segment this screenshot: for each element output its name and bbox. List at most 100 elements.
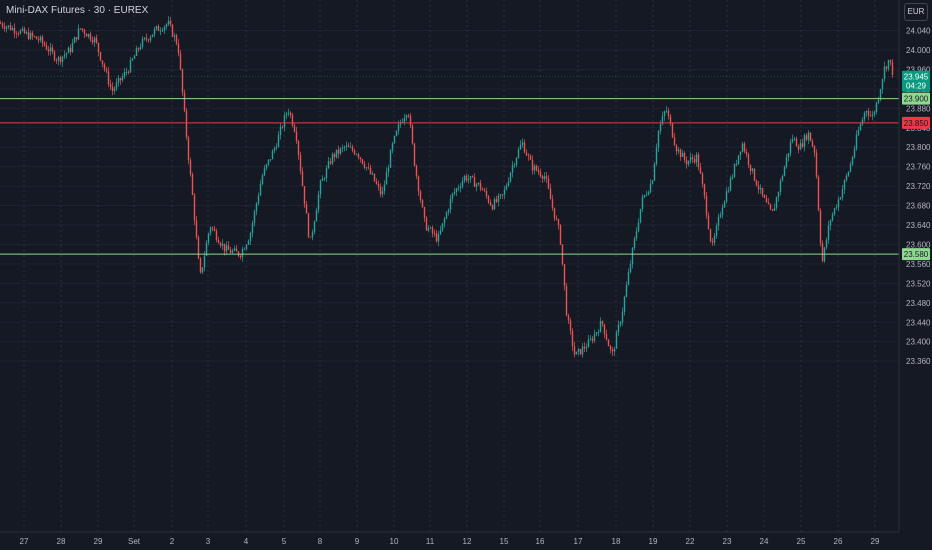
candle-body bbox=[491, 205, 494, 210]
currency-button[interactable]: EUR bbox=[904, 3, 928, 21]
candle-body bbox=[101, 60, 104, 65]
x-tick-label: 8 bbox=[318, 537, 323, 546]
candle-body bbox=[771, 209, 774, 211]
candle-body bbox=[429, 227, 432, 229]
candle-body bbox=[691, 157, 694, 160]
candle-body bbox=[363, 163, 366, 168]
candle-body bbox=[171, 24, 174, 37]
candle-body bbox=[555, 218, 558, 220]
candle-body bbox=[803, 135, 806, 147]
candle-body bbox=[867, 111, 870, 116]
candle-body bbox=[411, 125, 414, 144]
candle-body bbox=[65, 53, 68, 55]
candle-body bbox=[817, 176, 820, 211]
x-tick-label: Set bbox=[128, 537, 141, 546]
candle-body bbox=[801, 143, 804, 147]
candle-body bbox=[95, 37, 98, 43]
candle-body bbox=[297, 141, 300, 156]
candle-body bbox=[501, 194, 504, 196]
candle-body bbox=[119, 78, 122, 81]
price-axis[interactable]: 24.04024.00023.96023.92023.88023.84023.8… bbox=[906, 27, 931, 367]
candle-body bbox=[229, 249, 232, 253]
candle-body bbox=[189, 160, 192, 175]
x-tick-label: 23 bbox=[723, 537, 732, 546]
x-tick-label: 24 bbox=[760, 537, 769, 546]
candle-body bbox=[73, 37, 76, 44]
candle-body bbox=[263, 168, 266, 176]
candle-body bbox=[871, 114, 874, 117]
candle-body bbox=[477, 182, 480, 185]
y-tick-label: 23.960 bbox=[906, 65, 931, 74]
candle-body bbox=[781, 176, 784, 181]
candle-body bbox=[43, 42, 46, 46]
candle-body bbox=[735, 164, 738, 165]
candle-body bbox=[215, 230, 218, 240]
candle-body bbox=[853, 148, 856, 158]
horizontal-levels bbox=[0, 76, 899, 255]
candle-body bbox=[0, 23, 2, 25]
candle-body bbox=[621, 311, 624, 323]
y-tick-label: 23.880 bbox=[906, 104, 931, 113]
candle-body bbox=[81, 28, 84, 31]
candle-body bbox=[59, 57, 62, 62]
candle-body bbox=[379, 186, 382, 195]
candle-body bbox=[275, 146, 278, 149]
candle-body bbox=[521, 142, 524, 145]
x-tick-label: 19 bbox=[649, 537, 658, 546]
symbol-title[interactable]: Mini-DAX Futures · 30 · EUREX bbox=[6, 5, 149, 16]
candle-body bbox=[305, 204, 308, 214]
candle-body bbox=[459, 186, 462, 188]
candle-body bbox=[467, 178, 470, 181]
candle-body bbox=[635, 231, 638, 239]
x-tick-label: 4 bbox=[244, 537, 249, 546]
candle-body bbox=[175, 35, 178, 44]
candle-body bbox=[751, 168, 754, 171]
candle-body bbox=[281, 126, 284, 128]
candle-body bbox=[31, 32, 34, 37]
candle-body bbox=[533, 165, 536, 171]
candle-body bbox=[185, 110, 188, 138]
level-price-badge bbox=[902, 248, 930, 261]
candle-body bbox=[721, 207, 724, 215]
candle-body bbox=[707, 215, 710, 230]
candle-body bbox=[333, 153, 336, 158]
candle-body bbox=[233, 248, 236, 251]
candle-body bbox=[283, 115, 286, 128]
candle-body bbox=[557, 219, 560, 226]
candle-body bbox=[843, 180, 846, 190]
candle-body bbox=[545, 176, 548, 179]
candle-body bbox=[423, 207, 426, 218]
candle-body bbox=[757, 185, 760, 190]
candle-body bbox=[573, 346, 576, 355]
candle-body bbox=[583, 346, 586, 349]
candle-body bbox=[451, 193, 454, 199]
candle-body bbox=[395, 130, 398, 136]
candle-body bbox=[603, 324, 606, 335]
x-tick-label: 15 bbox=[500, 537, 509, 546]
candle-body bbox=[401, 121, 404, 123]
candle-body bbox=[619, 322, 622, 325]
candle-body bbox=[769, 204, 772, 210]
candle-body bbox=[271, 150, 274, 160]
candle-body bbox=[601, 321, 604, 325]
candle-body bbox=[661, 116, 664, 125]
candle-body bbox=[575, 351, 578, 355]
candle-body bbox=[23, 28, 26, 34]
candle-body bbox=[881, 79, 884, 90]
candle-body bbox=[365, 167, 368, 169]
candle-body bbox=[35, 36, 38, 40]
candle-body bbox=[11, 27, 14, 30]
candle-body bbox=[527, 155, 530, 157]
candle-body bbox=[179, 53, 182, 70]
last-price-label: 23.945 bbox=[904, 73, 929, 82]
candle-body bbox=[313, 221, 316, 233]
candle-body bbox=[165, 24, 168, 27]
candle-body bbox=[541, 176, 544, 179]
candle-body bbox=[5, 26, 8, 29]
candle-body bbox=[659, 124, 662, 131]
candle-body bbox=[307, 213, 310, 237]
candle-body bbox=[367, 167, 370, 169]
time-axis[interactable]: 27 28 29 Set 2 3 4 5 8 9 10 11 12 15 16 17 18 19 22 23 24 25 2… bbox=[20, 537, 880, 546]
